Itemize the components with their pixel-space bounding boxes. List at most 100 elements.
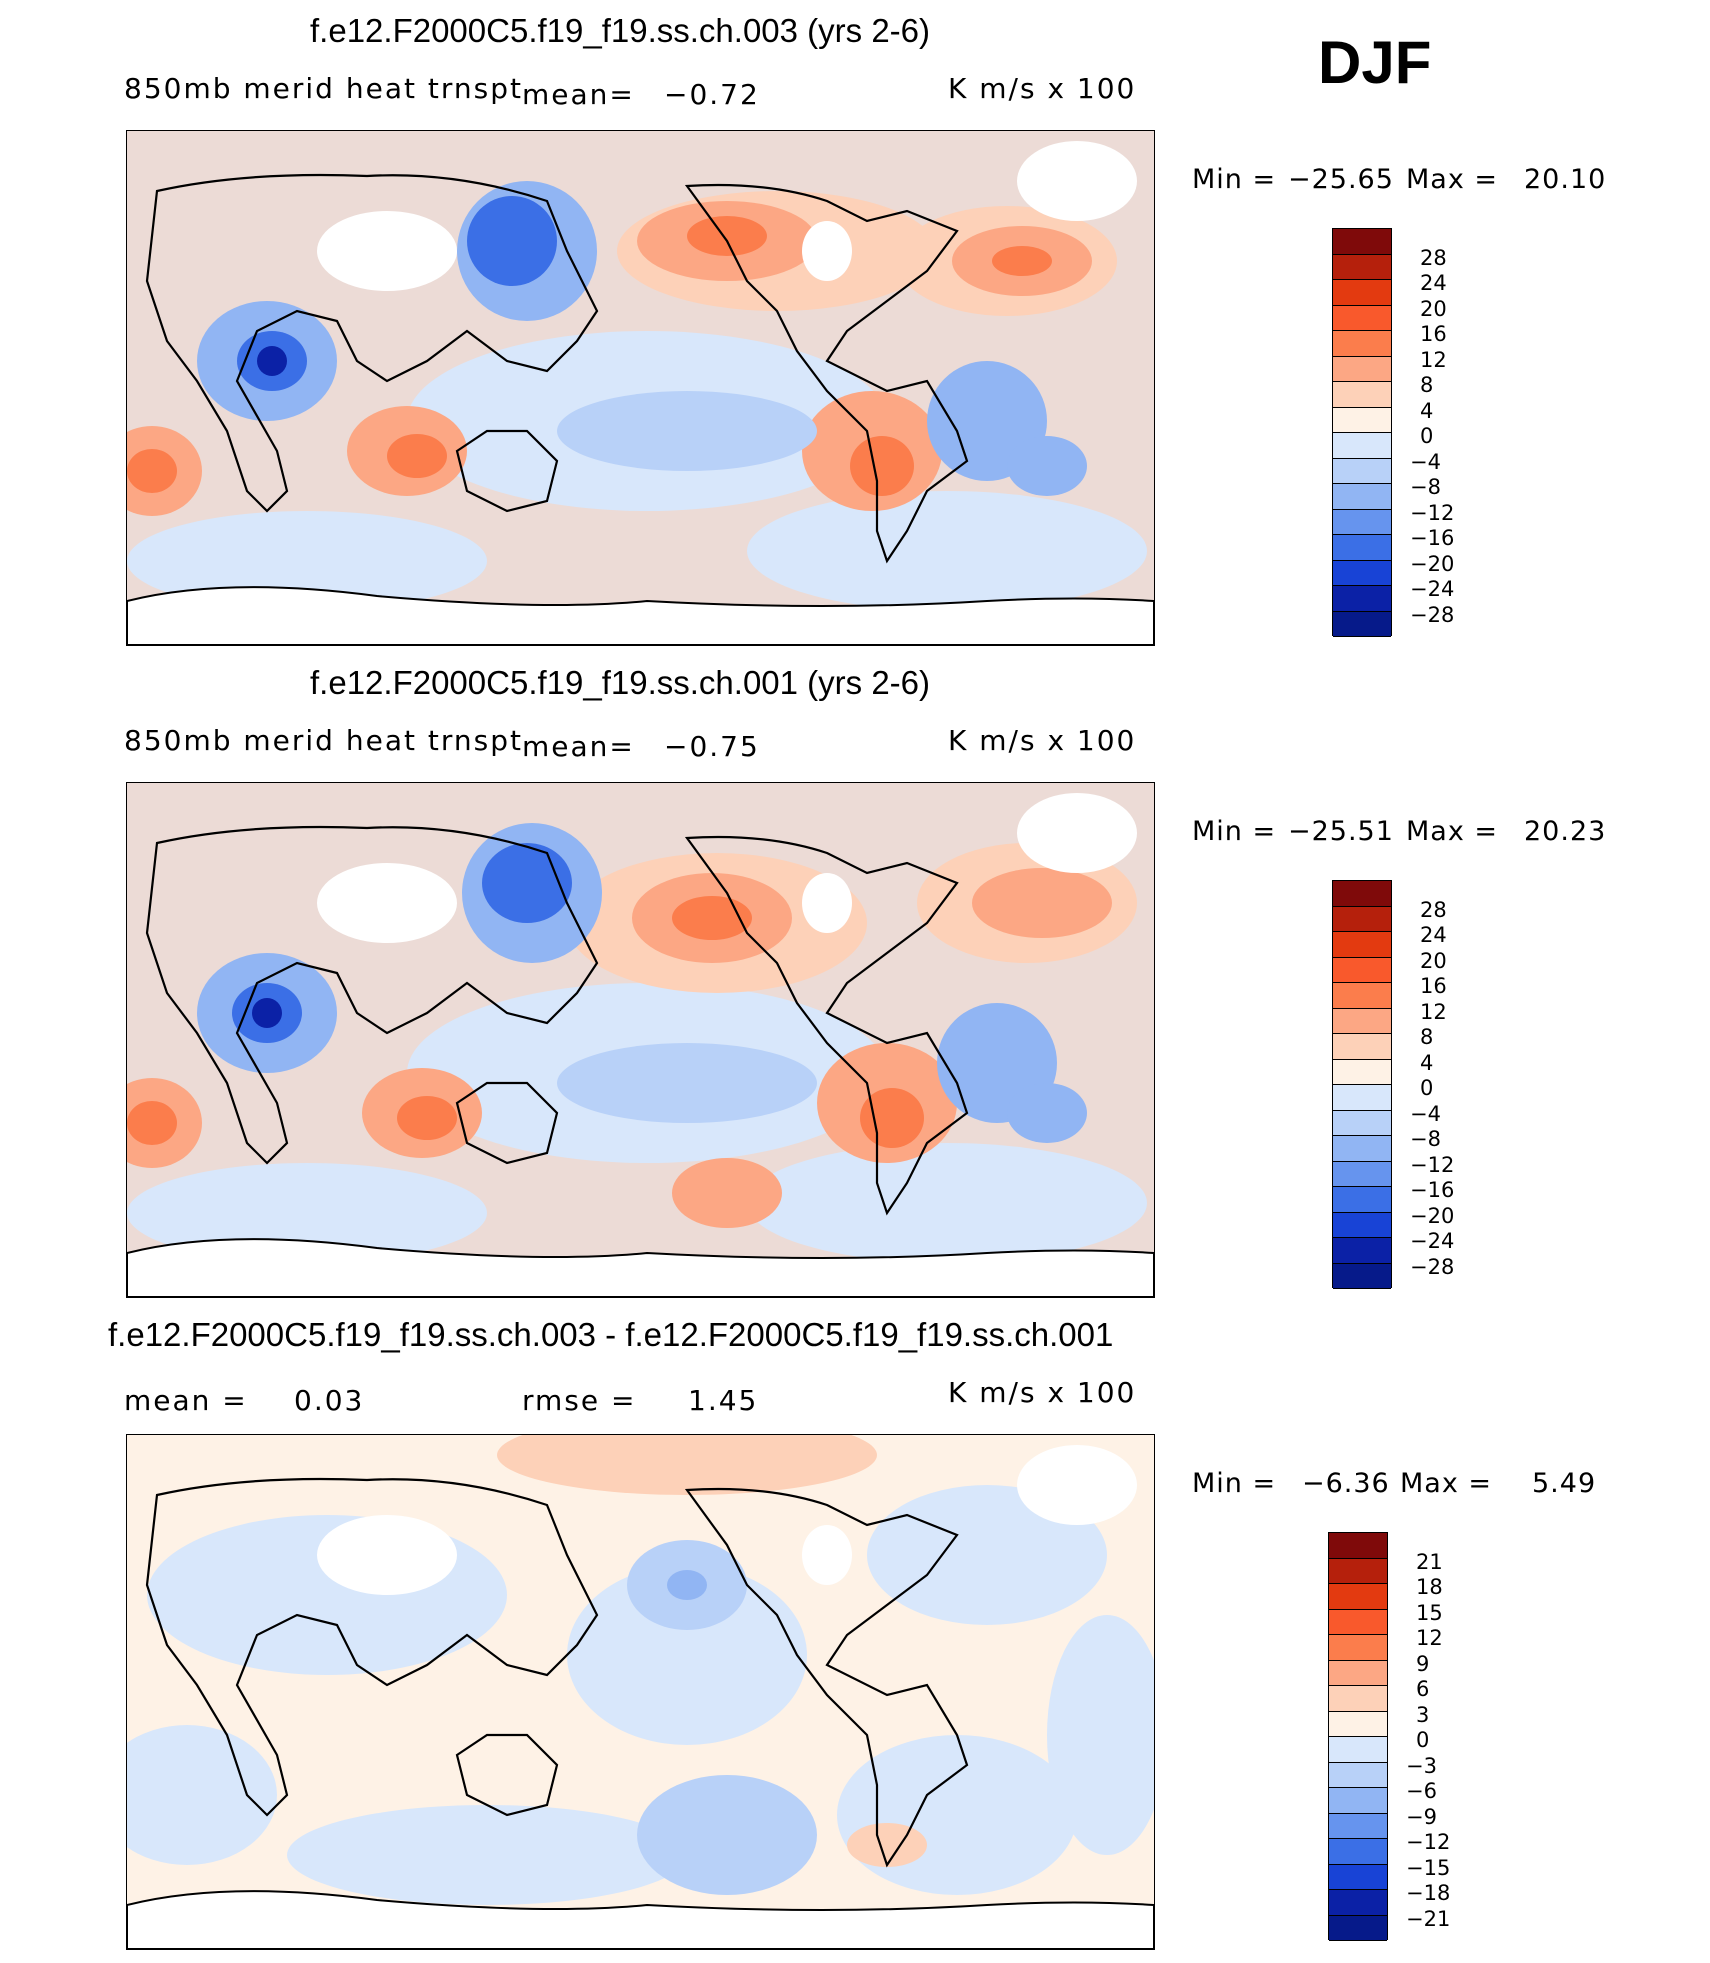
- colorbar-swatch: [1329, 1635, 1387, 1661]
- panel2-title: f.e12.F2000C5.f19_f19.ss.ch.001 (yrs 2-6…: [310, 664, 931, 701]
- panel3-mean-value: 0.03: [294, 1384, 365, 1417]
- panel2-max-label: Max =: [1406, 816, 1499, 847]
- panel2-mean-value: −0.75: [664, 730, 760, 763]
- panel3-mean-label: mean =: [124, 1384, 248, 1417]
- panel2-colorbar-swatches: [1332, 880, 1392, 1289]
- panel1-colorbar: 28 24 20 16 12 8 4 0 −4 −8 −12 −16 −20 −24 −28: [1332, 228, 1454, 637]
- colorbar-tick-label: −4: [1410, 449, 1441, 474]
- colorbar-tick-label: −9: [1406, 1804, 1437, 1829]
- colorbar-tick-label: 4: [1420, 398, 1434, 423]
- colorbar-tick-label: −24: [1410, 577, 1455, 601]
- season-label: DJF: [1318, 29, 1432, 96]
- colorbar-swatch: [1329, 1711, 1387, 1737]
- colorbar-tick-label: −4: [1410, 1101, 1441, 1126]
- colorbar-swatch: [1333, 407, 1391, 433]
- colorbar-tick-label: 4: [1420, 1050, 1434, 1075]
- panel1-min-value: −25.65: [1288, 164, 1394, 195]
- panel2-max-value: 20.23: [1524, 816, 1607, 847]
- colorbar-tick-label: 24: [1420, 271, 1447, 295]
- colorbar-tick-label: −3: [1406, 1753, 1437, 1778]
- colorbar-tick-label: −8: [1410, 1127, 1441, 1151]
- panel1-min-label: Min =: [1192, 164, 1277, 195]
- colorbar-swatch: [1333, 957, 1391, 983]
- panel1-field-svg: [127, 131, 1154, 645]
- panel3-units: K m/s x 100: [948, 1376, 1137, 1409]
- panel2-units: K m/s x 100: [948, 724, 1137, 757]
- colorbar-swatch: [1333, 1059, 1391, 1085]
- panel3-max-value: 5.49: [1532, 1468, 1597, 1499]
- panel1-map: [126, 130, 1155, 646]
- panel1-mean-value: −0.72: [664, 78, 760, 111]
- colorbar-swatch: [1333, 906, 1391, 932]
- colorbar-swatch: [1333, 560, 1391, 586]
- panel3-rmse-value: 1.45: [688, 1384, 759, 1417]
- panel3-colorbar-swatches: [1328, 1532, 1388, 1941]
- colorbar-swatch: [1329, 1686, 1387, 1712]
- colorbar-swatch: [1333, 509, 1391, 535]
- colorbar-tick-label: 24: [1420, 923, 1447, 947]
- colorbar-tick-label: −8: [1410, 475, 1441, 499]
- colorbar-swatch: [1333, 1187, 1391, 1213]
- colorbar-tick-label: 0: [1416, 1728, 1430, 1752]
- panel1-max-value: 20.10: [1524, 164, 1607, 195]
- colorbar-tick-label: −15: [1406, 1855, 1451, 1880]
- panel3-min-label: Min =: [1192, 1468, 1277, 1499]
- panel3-field-svg: [127, 1435, 1154, 1949]
- panel3-map: [126, 1434, 1155, 1950]
- panel2-colorbar: 28 24 20 16 12 8 4 0 −4 −8 −12 −16 −20 −24 −28: [1332, 880, 1454, 1289]
- colorbar-tick-label: 8: [1420, 373, 1434, 397]
- colorbar-swatch: [1333, 458, 1391, 484]
- colorbar-tick-label: −16: [1410, 526, 1455, 550]
- colorbar-swatch: [1329, 1813, 1387, 1839]
- colorbar-tick-label: 12: [1420, 999, 1447, 1024]
- colorbar-tick-label: −12: [1410, 1152, 1455, 1177]
- colorbar-swatch: [1333, 305, 1391, 331]
- panel2-map: [126, 782, 1155, 1298]
- colorbar-swatch: [1329, 1890, 1387, 1916]
- panel1-units: K m/s x 100: [948, 72, 1137, 105]
- colorbar-swatch: [1333, 1085, 1391, 1111]
- colorbar-tick-label: −24: [1410, 1229, 1455, 1253]
- colorbar-tick-label: 20: [1420, 296, 1447, 321]
- colorbar-swatch: [1333, 1008, 1391, 1034]
- colorbar-tick-label: 12: [1416, 1626, 1443, 1650]
- colorbar-tick-label: 28: [1420, 245, 1447, 270]
- panel2-variable-label: 850mb merid heat trnspt: [124, 724, 523, 757]
- colorbar-tick-label: 21: [1416, 1549, 1443, 1574]
- colorbar-tick-label: −6: [1406, 1779, 1437, 1803]
- panel1-title: f.e12.F2000C5.f19_f19.ss.ch.003 (yrs 2-6…: [310, 12, 931, 49]
- colorbar-tick-label: −12: [1410, 500, 1455, 525]
- colorbar-swatch: [1333, 229, 1391, 255]
- colorbar-swatch: [1329, 1533, 1387, 1559]
- colorbar-swatch: [1333, 254, 1391, 280]
- colorbar-swatch: [1333, 382, 1391, 408]
- panel2-mean-label: mean=: [522, 730, 635, 763]
- panel3-max-label: Max =: [1400, 1468, 1493, 1499]
- colorbar-swatch: [1333, 881, 1391, 907]
- colorbar-tick-label: −12: [1406, 1830, 1451, 1854]
- panel1-variable-label: 850mb merid heat trnspt: [124, 72, 523, 105]
- colorbar-tick-label: −16: [1410, 1178, 1455, 1202]
- colorbar-swatch: [1333, 1110, 1391, 1136]
- colorbar-tick-label: 3: [1416, 1702, 1430, 1727]
- colorbar-swatch: [1329, 1915, 1387, 1941]
- colorbar-tick-label: 8: [1420, 1025, 1434, 1049]
- panel3-min-value: −6.36: [1302, 1468, 1390, 1499]
- colorbar-tick-label: 9: [1416, 1651, 1430, 1676]
- colorbar-tick-label: 16: [1420, 974, 1447, 998]
- colorbar-tick-label: −21: [1406, 1906, 1451, 1931]
- panel1-mean-label: mean=: [522, 78, 635, 111]
- colorbar-swatch: [1333, 1212, 1391, 1238]
- colorbar-tick-label: 12: [1420, 347, 1447, 372]
- colorbar-swatch: [1329, 1558, 1387, 1584]
- colorbar-tick-label: 0: [1420, 424, 1434, 448]
- colorbar-swatch: [1329, 1584, 1387, 1610]
- colorbar-tick-label: −18: [1406, 1881, 1451, 1905]
- panel3-title: f.e12.F2000C5.f19_f19.ss.ch.003 - f.e12.…: [108, 1316, 1114, 1353]
- colorbar-swatch: [1329, 1762, 1387, 1788]
- colorbar-swatch: [1333, 484, 1391, 510]
- colorbar-tick-label: 16: [1420, 322, 1447, 346]
- colorbar-swatch: [1333, 331, 1391, 357]
- panel2-min-value: −25.51: [1288, 816, 1394, 847]
- colorbar-swatch: [1333, 433, 1391, 459]
